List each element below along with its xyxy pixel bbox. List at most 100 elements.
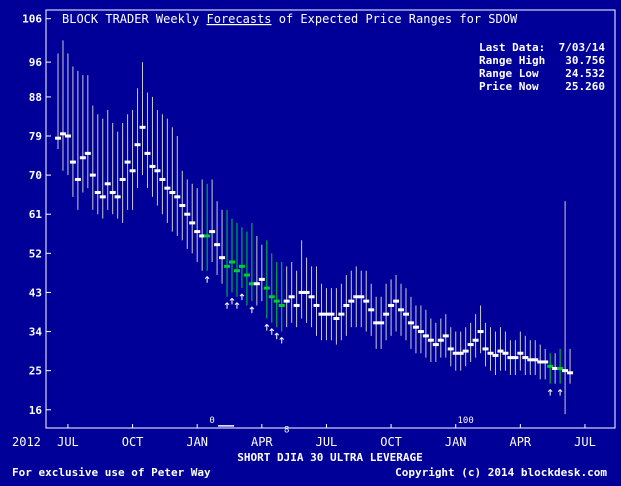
- forecast-marker: [79, 156, 86, 160]
- info-label: Price Now: [479, 80, 539, 93]
- forecast-marker: [532, 358, 539, 362]
- forecast-marker: [412, 325, 419, 329]
- forecast-marker: [457, 351, 464, 355]
- forecast-marker: [313, 303, 320, 307]
- forecast-marker: [293, 303, 300, 307]
- info-label: Range Low: [479, 67, 539, 80]
- forecast-marker: [164, 186, 171, 190]
- forecast-marker: [154, 169, 161, 173]
- forecast-marker: [243, 273, 250, 277]
- info-box: Last Data: 7/03/14 Range High 30.756 Range L…: [479, 41, 605, 93]
- forecast-marker: [318, 312, 325, 316]
- y-tick-label: 34: [29, 326, 43, 339]
- forecast-marker: [184, 212, 191, 216]
- forecast-marker: [69, 160, 76, 164]
- annotations: 0 8 100: [209, 416, 473, 436]
- forecast-marker: [199, 234, 206, 238]
- forecast-marker: [338, 312, 345, 316]
- forecast-marker: [194, 230, 201, 234]
- forecast-marker: [407, 321, 414, 325]
- forecast-marker: [174, 195, 181, 199]
- forecast-marker: [238, 264, 245, 268]
- forecast-marker: [159, 177, 166, 181]
- forecast-marker: [472, 338, 479, 342]
- forecast-marker: [233, 269, 240, 273]
- y-tick-label: 43: [29, 286, 42, 299]
- x-tick-label: JUL: [316, 435, 338, 449]
- footer-left: For exclusive use of Peter Way: [12, 466, 211, 479]
- forecast-marker: [179, 204, 186, 208]
- y-axis: 106 96 88 79 70 61 52 43 34 25 16: [22, 13, 51, 417]
- forecast-marker: [209, 230, 216, 234]
- forecast-marker: [542, 360, 549, 364]
- forecast-marker: [482, 347, 489, 351]
- forecast-marker: [298, 290, 305, 294]
- forecast-marker: [417, 330, 424, 334]
- x-tick-label: APR: [251, 435, 273, 449]
- range-marks: [55, 40, 574, 415]
- forecast-marker: [288, 295, 295, 299]
- forecast-marker: [557, 366, 564, 370]
- forecast-marker: [383, 312, 390, 316]
- x-tick-label: OCT: [380, 435, 402, 449]
- forecast-marker: [442, 334, 449, 338]
- forecast-marker: [537, 360, 544, 364]
- y-tick-label: 16: [29, 404, 43, 417]
- forecast-marker: [89, 173, 96, 177]
- title-forecasts-link[interactable]: Forecasts: [207, 12, 272, 26]
- x-tick-label: JAN: [445, 435, 467, 449]
- x-tick-label: OCT: [122, 435, 144, 449]
- forecast-marker: [552, 366, 559, 370]
- chart-annotation: 8: [284, 425, 289, 435]
- title-suffix: of Expected Price Ranges for SDOW: [272, 12, 518, 26]
- forecast-marker: [373, 321, 380, 325]
- forecast-marker: [129, 169, 136, 173]
- x-tick-label: JAN: [186, 435, 208, 449]
- forecast-marker: [502, 351, 509, 355]
- forecast-marker: [99, 195, 106, 199]
- forecast-marker: [303, 290, 310, 294]
- forecast-marker: [109, 190, 116, 194]
- forecast-marker: [363, 299, 370, 303]
- forecast-marker: [517, 351, 524, 355]
- up-arrow-icon: [269, 328, 275, 335]
- forecast-marker: [114, 195, 121, 199]
- forecast-marker: [139, 125, 146, 129]
- forecast-marker: [447, 347, 454, 351]
- forecast-marker: [323, 312, 330, 316]
- y-tick-label: 52: [29, 247, 42, 260]
- forecast-marker: [169, 190, 176, 194]
- forecast-marker: [427, 338, 434, 342]
- up-arrow-icon: [547, 388, 553, 396]
- plot-frame: [45, 9, 616, 429]
- info-label: Last Data:: [479, 41, 545, 54]
- forecast-marker: [388, 303, 395, 307]
- up-arrow-icon: [264, 323, 270, 331]
- forecast-marker: [104, 182, 111, 186]
- year-label: 2012: [12, 435, 41, 449]
- forecast-marker: [204, 234, 211, 238]
- info-value: 25.260: [565, 80, 605, 93]
- up-arrow-icon: [234, 302, 240, 309]
- forecast-marker: [214, 243, 221, 247]
- forecast-marker: [144, 151, 151, 155]
- forecast-marker: [512, 356, 519, 360]
- forecast-marker: [308, 295, 315, 299]
- forecast-marker: [437, 338, 444, 342]
- up-arrow-icon: [249, 306, 255, 314]
- forecast-marker: [263, 286, 270, 290]
- x-tick-label: JUL: [57, 435, 79, 449]
- forecast-marker: [219, 256, 226, 260]
- forecast-marker: [343, 303, 350, 307]
- info-value: 30.756: [565, 54, 605, 67]
- up-arrow-icon: [204, 275, 210, 283]
- forecast-marker: [119, 177, 126, 181]
- forecast-marker: [368, 308, 375, 312]
- chart-annotation: 0: [209, 416, 214, 426]
- info-value: 24.532: [565, 67, 605, 80]
- y-tick-label: 88: [29, 91, 42, 104]
- x-axis-title: SHORT DJIA 30 ULTRA LEVERAGE: [237, 451, 422, 464]
- forecast-marker: [134, 143, 141, 147]
- forecast-marker: [492, 353, 499, 357]
